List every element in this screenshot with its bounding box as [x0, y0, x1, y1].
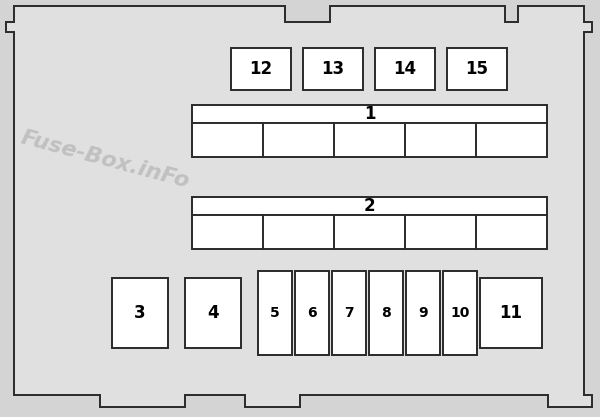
Text: 2: 2 — [364, 197, 376, 215]
Bar — [332, 271, 366, 355]
Bar — [443, 271, 477, 355]
Bar — [406, 271, 440, 355]
Text: 7: 7 — [344, 306, 354, 320]
Bar — [447, 48, 507, 90]
Polygon shape — [6, 6, 592, 407]
Bar — [303, 48, 363, 90]
Text: 13: 13 — [322, 60, 344, 78]
Text: 14: 14 — [394, 60, 416, 78]
Bar — [375, 48, 435, 90]
Bar — [192, 197, 547, 249]
Bar — [231, 48, 291, 90]
Bar — [192, 105, 547, 157]
Text: 5: 5 — [270, 306, 280, 320]
Text: Fuse-Box.inFo: Fuse-Box.inFo — [19, 128, 191, 192]
Bar — [369, 271, 403, 355]
Bar — [258, 271, 292, 355]
Text: 9: 9 — [418, 306, 428, 320]
Bar — [480, 278, 542, 348]
Text: 10: 10 — [451, 306, 470, 320]
Bar — [112, 278, 168, 348]
Text: 6: 6 — [307, 306, 317, 320]
Text: 4: 4 — [207, 304, 219, 322]
Text: 15: 15 — [466, 60, 488, 78]
Text: 8: 8 — [381, 306, 391, 320]
Bar — [185, 278, 241, 348]
Bar — [295, 271, 329, 355]
Text: 12: 12 — [250, 60, 272, 78]
Text: 11: 11 — [499, 304, 523, 322]
Text: 1: 1 — [364, 105, 375, 123]
Text: 3: 3 — [134, 304, 146, 322]
